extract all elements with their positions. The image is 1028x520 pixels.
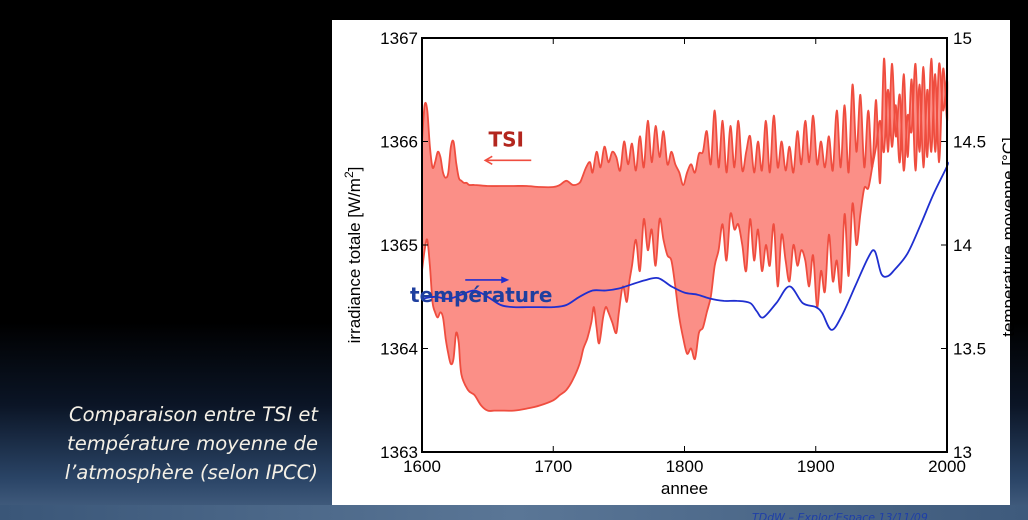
- y-tick-label-left: 1367: [380, 29, 418, 48]
- y-tick-label-right: 13: [953, 443, 972, 462]
- tsi-lower-line: [421, 67, 949, 412]
- arrowhead-right-icon: [501, 276, 510, 284]
- slide-footer: TDdW – Explor’Espace 13/11/09: [752, 511, 928, 520]
- tsi-upper-line: [421, 57, 949, 189]
- x-tick-label: 1700: [534, 457, 572, 476]
- ticks-layer: 1600 1700 1800 1900 2000 1363 1364 1365 1366 1367…: [380, 29, 986, 476]
- x-tick-label: 2000: [928, 457, 966, 476]
- y-tick-label-left: 1366: [380, 133, 418, 152]
- caption-line-1: Comparaison entre TSI et: [69, 403, 318, 426]
- x-tick-label: 1800: [666, 457, 704, 476]
- series-layer: [421, 57, 949, 412]
- y-tick-label-left: 1363: [380, 443, 418, 462]
- y-tick-label-left: 1364: [380, 340, 418, 359]
- y-axis-title-main: irradiance totale [W/m: [345, 178, 364, 343]
- y-tick-label-right: 13.5: [953, 340, 986, 359]
- y-axis-title-right: temperature moyenne [°C]: [999, 137, 1018, 337]
- annotation-tsi: TSI: [489, 127, 525, 151]
- caption-line-3: l’atmosphère (selon IPCC): [64, 461, 318, 484]
- y-tick-label-left: 1365: [380, 236, 418, 255]
- y-axis-title-superscript: 2: [342, 171, 356, 178]
- caption-line-2: température moyenne de: [67, 432, 318, 455]
- x-axis-title: annee: [661, 479, 708, 498]
- temperature-line: [421, 161, 949, 331]
- x-tick-label: 1600: [403, 457, 441, 476]
- arrowhead-left-icon: [483, 155, 493, 166]
- tsi-band-fill: [422, 58, 948, 411]
- x-tick-label: 1900: [797, 457, 835, 476]
- annotation-temperature: température: [410, 283, 552, 307]
- y-tick-label-right: 15: [953, 29, 972, 48]
- y-axis-title-left: irradiance totale [W/m2]: [342, 167, 364, 344]
- slide-caption: Comparaison entre TSI et température moy…: [0, 400, 318, 487]
- y-tick-label-right: 14: [953, 236, 972, 255]
- y-axis-title-end: ]: [345, 167, 364, 172]
- y-tick-label-right: 14.5: [953, 133, 986, 152]
- slide-bottom-band: [0, 505, 1028, 520]
